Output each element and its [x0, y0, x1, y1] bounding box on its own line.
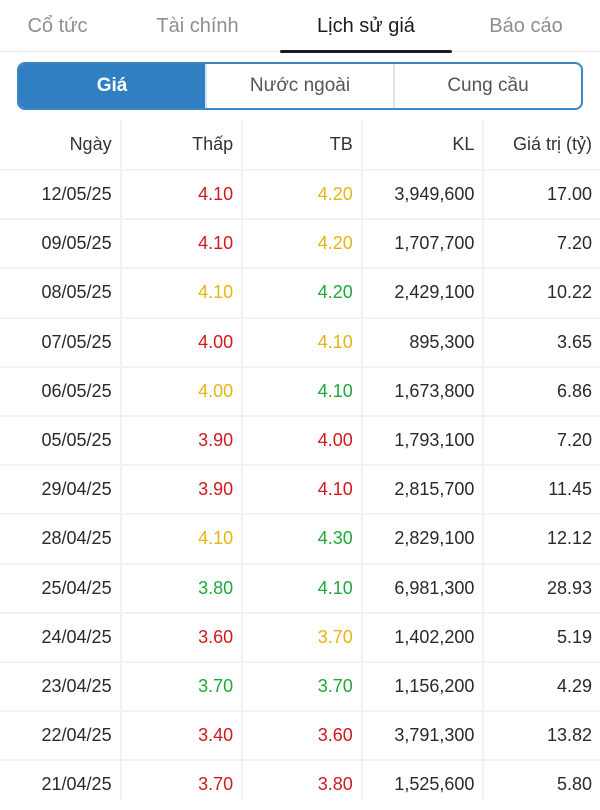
low-price-cell: 3.40	[121, 712, 242, 760]
value-cell: 13.82	[484, 712, 600, 760]
price-history-table: Ngày Thấp TB KL Giá trị (tỷ) 12/05/25 4.1…	[0, 120, 600, 809]
date-cell: 08/05/25	[0, 269, 120, 317]
date-cell: 07/05/25	[0, 318, 120, 366]
low-price-cell: 3.60	[121, 613, 242, 661]
value-cell: 28.93	[484, 564, 600, 612]
volume-cell: 1,156,200	[362, 662, 483, 711]
date-cell: 23/04/25	[0, 662, 120, 711]
average-price-cell: 4.10	[243, 564, 361, 612]
value-cell: 5.80	[484, 761, 600, 809]
table-row[interactable]: 24/04/25 3.60 3.70 1,402,200 5.19	[0, 613, 600, 663]
header-average[interactable]: TB	[243, 120, 361, 169]
value-cell: 7.20	[484, 416, 600, 465]
segmented-control: Giá Nước ngoài Cung cầu	[17, 62, 583, 110]
header-value[interactable]: Giá trị (tỷ)	[484, 120, 600, 169]
value-cell: 17.00	[484, 171, 600, 219]
low-price-cell: 3.90	[121, 466, 242, 514]
table-row[interactable]: 29/04/25 3.90 4.10 2,815,700 11.45	[0, 466, 600, 515]
date-cell: 09/05/25	[0, 220, 120, 268]
date-cell: 24/04/25	[0, 613, 120, 661]
volume-cell: 1,402,200	[362, 613, 483, 661]
average-price-cell: 4.00	[243, 416, 361, 465]
segment-supply-demand[interactable]: Cung cầu	[447, 75, 529, 96]
table-row[interactable]: 06/05/25 4.00 4.10 1,673,800 6.86	[0, 367, 600, 417]
average-price-cell: 4.10	[243, 367, 361, 415]
value-cell: 6.86	[484, 367, 600, 415]
low-price-cell: 4.00	[121, 318, 242, 366]
average-price-cell: 3.70	[243, 662, 361, 711]
average-price-cell: 4.10	[243, 318, 361, 366]
volume-cell: 2,429,100	[362, 269, 483, 317]
header-volume[interactable]: KL	[362, 120, 483, 169]
tab-dividends[interactable]: Cổ tức	[27, 14, 88, 37]
low-price-cell: 4.00	[121, 367, 242, 415]
average-price-cell: 4.30	[243, 515, 361, 563]
average-price-cell: 3.70	[243, 613, 361, 661]
value-cell: 5.19	[484, 613, 600, 661]
date-cell: 25/04/25	[0, 564, 120, 612]
average-price-cell: 3.60	[243, 712, 361, 760]
tab-finance[interactable]: Tài chính	[156, 14, 239, 37]
low-price-cell: 4.10	[121, 269, 242, 317]
volume-cell: 2,829,100	[362, 515, 483, 563]
low-price-cell: 4.10	[121, 220, 242, 268]
volume-cell: 895,300	[362, 318, 483, 366]
date-cell: 29/04/25	[0, 466, 120, 514]
table-row[interactable]: 28/04/25 4.10 4.30 2,829,100 12.12	[0, 515, 600, 564]
date-cell: 06/05/25	[0, 367, 120, 415]
table-header: Ngày Thấp TB KL Giá trị (tỷ)	[0, 120, 600, 171]
table-row[interactable]: 07/05/25 4.00 4.10 895,300 3.65	[0, 318, 600, 368]
date-cell: 05/05/25	[0, 416, 120, 465]
date-cell: 28/04/25	[0, 515, 120, 563]
value-cell: 11.45	[484, 466, 600, 514]
volume-cell: 3,791,300	[362, 712, 483, 760]
date-cell: 12/05/25	[0, 171, 120, 219]
low-price-cell: 3.80	[121, 564, 242, 612]
low-price-cell: 3.90	[121, 416, 242, 465]
table-row[interactable]: 08/05/25 4.10 4.20 2,429,100 10.22	[0, 269, 600, 318]
volume-cell: 6,981,300	[362, 564, 483, 612]
top-tab-bar: Cổ tức Tài chính Lịch sử giá Báo cáo	[0, 0, 600, 53]
value-cell: 3.65	[484, 318, 600, 366]
table-row[interactable]: 25/04/25 3.80 4.10 6,981,300 28.93	[0, 564, 600, 614]
table-row[interactable]: 21/04/25 3.70 3.80 1,525,600 5.80	[0, 761, 600, 810]
volume-cell: 1,525,600	[362, 761, 483, 809]
volume-cell: 1,673,800	[362, 367, 483, 415]
average-price-cell: 4.20	[243, 171, 361, 219]
low-price-cell: 3.70	[121, 662, 242, 711]
low-price-cell: 4.10	[121, 515, 242, 563]
volume-cell: 2,815,700	[362, 466, 483, 514]
volume-cell: 3,949,600	[362, 171, 483, 219]
low-price-cell: 3.70	[121, 761, 242, 809]
value-cell: 4.29	[484, 662, 600, 711]
table-row[interactable]: 22/04/25 3.40 3.60 3,791,300 13.82	[0, 712, 600, 761]
header-date[interactable]: Ngày	[0, 120, 120, 169]
value-cell: 7.20	[484, 220, 600, 268]
segment-price[interactable]: Giá	[19, 64, 207, 108]
average-price-cell: 4.20	[243, 269, 361, 317]
volume-cell: 1,793,100	[362, 416, 483, 465]
low-price-cell: 4.10	[121, 171, 242, 219]
date-cell: 21/04/25	[0, 761, 120, 809]
table-row[interactable]: 12/05/25 4.10 4.20 3,949,600 17.00	[0, 171, 600, 220]
table-row[interactable]: 09/05/25 4.10 4.20 1,707,700 7.20	[0, 220, 600, 269]
average-price-cell: 3.80	[243, 761, 361, 809]
table-row[interactable]: 23/04/25 3.70 3.70 1,156,200 4.29	[0, 662, 600, 712]
date-cell: 22/04/25	[0, 712, 120, 760]
average-price-cell: 4.10	[243, 466, 361, 514]
value-cell: 12.12	[484, 515, 600, 563]
table-body: 12/05/25 4.10 4.20 3,949,600 17.00 09/05/25 4.…	[0, 171, 600, 810]
segment-foreign[interactable]: Nước ngoài	[207, 64, 395, 108]
value-cell: 10.22	[484, 269, 600, 317]
average-price-cell: 4.20	[243, 220, 361, 268]
table-row[interactable]: 05/05/25 3.90 4.00 1,793,100 7.20	[0, 416, 600, 466]
tab-reports[interactable]: Báo cáo	[489, 14, 563, 37]
volume-cell: 1,707,700	[362, 220, 483, 268]
tab-price-history[interactable]: Lịch sử giá	[280, 0, 452, 53]
header-low[interactable]: Thấp	[121, 120, 242, 169]
